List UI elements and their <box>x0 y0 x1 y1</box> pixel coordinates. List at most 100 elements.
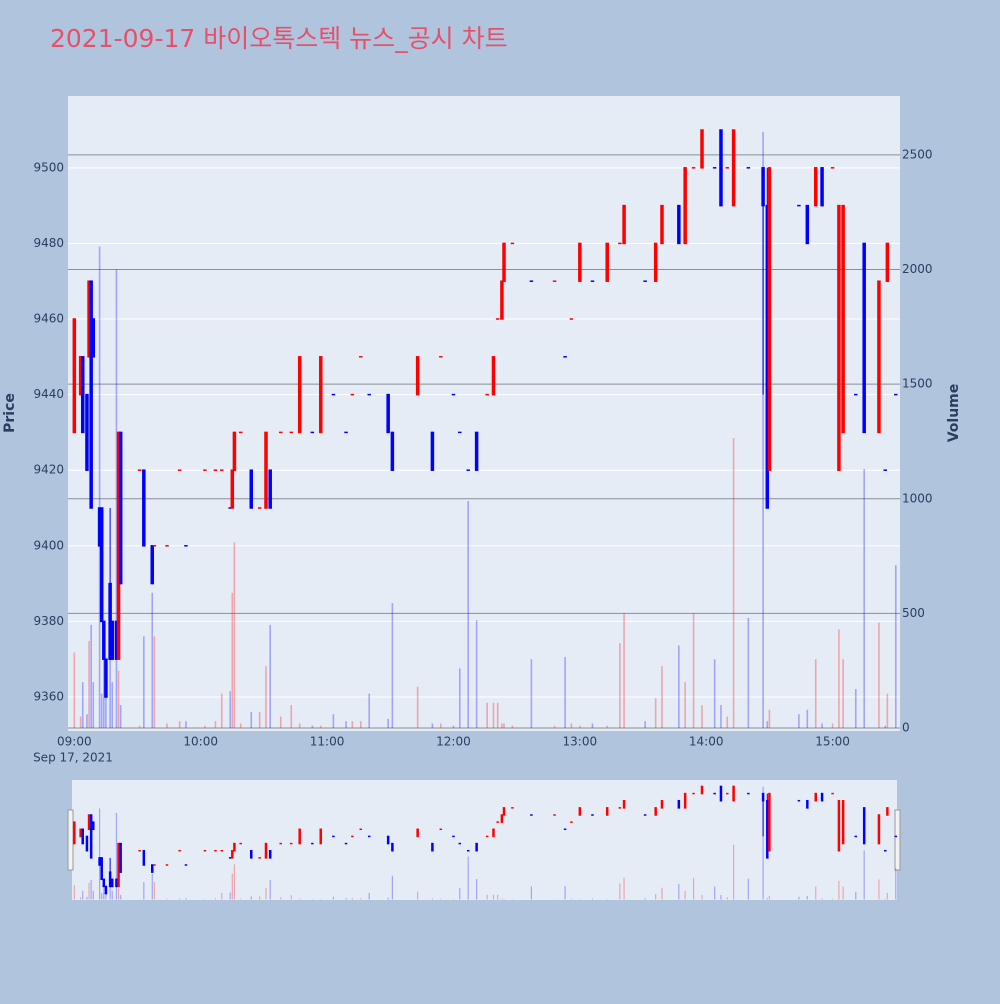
volume-bar <box>554 726 556 728</box>
volume-bar <box>86 714 88 728</box>
candle-body <box>579 807 582 816</box>
volume-bar <box>887 893 888 899</box>
volume-bar <box>701 895 702 899</box>
candle-body <box>606 807 609 816</box>
volume-bar <box>440 899 441 900</box>
volume-bar <box>74 652 76 728</box>
volume-bar <box>112 891 113 900</box>
volume-bar <box>619 643 621 728</box>
candle-body <box>496 318 500 320</box>
candle-body <box>458 432 462 434</box>
candle-body <box>386 394 390 433</box>
volume-bar <box>91 880 92 899</box>
volume-bar <box>655 698 657 728</box>
volume-bar <box>855 689 857 728</box>
volume-bar <box>269 625 271 728</box>
candle-body <box>831 793 834 795</box>
candle-body <box>143 850 146 866</box>
candle-body <box>391 432 395 471</box>
volume-bar <box>154 636 156 728</box>
volume-bar <box>701 705 703 728</box>
volume-bar <box>387 719 389 728</box>
volume-bar <box>417 892 418 900</box>
candle-body <box>119 843 122 873</box>
candle-body <box>269 850 272 859</box>
candle-body <box>89 280 93 508</box>
volume-bar <box>678 884 679 900</box>
volume-bar <box>453 726 455 728</box>
candle-body <box>165 545 169 547</box>
volume-bar <box>720 895 721 899</box>
candle-body <box>100 507 104 622</box>
volume-bar <box>497 895 498 900</box>
candle-body <box>877 280 881 433</box>
candle-body <box>360 829 363 831</box>
candle-body <box>747 793 750 795</box>
candle-body <box>86 836 89 852</box>
volume-bar <box>832 899 833 900</box>
volume-bar <box>179 721 181 728</box>
volume-bar <box>487 895 488 900</box>
candle-body <box>726 793 729 795</box>
volume-bar <box>432 723 434 728</box>
candle-body <box>142 469 146 546</box>
candle-body <box>591 280 595 282</box>
volume-bar <box>678 645 680 728</box>
volume-bar <box>221 694 223 728</box>
y-tick-label: 9500 <box>33 160 64 174</box>
y-tick-label: 9380 <box>33 614 64 628</box>
volume-bar <box>807 896 808 899</box>
candle-body <box>605 243 609 282</box>
candle-body <box>761 167 765 206</box>
candle-body <box>486 836 489 838</box>
volume-bar <box>369 893 370 899</box>
candle-body <box>842 800 845 844</box>
volume-bar <box>111 682 113 728</box>
candle-body <box>332 394 336 396</box>
volume-bar <box>270 880 271 899</box>
candle-body <box>459 843 462 845</box>
candle-body <box>431 432 435 471</box>
range-slider[interactable] <box>72 780 897 900</box>
volume-bar <box>821 899 822 900</box>
candle-body <box>231 469 235 508</box>
volume-bar <box>878 623 880 728</box>
volume-bar <box>232 874 233 900</box>
y2-tick-label: 1500 <box>902 377 933 391</box>
slider-handle[interactable] <box>68 810 73 870</box>
candle-body <box>85 394 89 471</box>
volume-bar <box>352 898 353 899</box>
candle-body <box>185 864 188 866</box>
volume-bar <box>476 879 477 899</box>
candle-body <box>855 836 858 838</box>
volume-bar <box>231 593 233 728</box>
volume-bar <box>99 247 101 728</box>
candle-body <box>578 243 582 282</box>
candle-body <box>203 469 207 471</box>
candle-body <box>683 167 687 244</box>
volume-bar <box>726 717 728 728</box>
y2-tick-label: 2500 <box>902 147 933 161</box>
candle-body <box>153 864 156 866</box>
candle-body <box>332 836 335 838</box>
candle-body <box>553 280 557 282</box>
volume-bar <box>120 895 121 899</box>
candle-body <box>677 205 681 244</box>
candle-body <box>692 793 695 795</box>
candle-body <box>151 545 155 584</box>
candle-body <box>719 129 723 206</box>
candle-body <box>530 814 533 816</box>
candle-body <box>290 432 294 434</box>
volume-bar <box>564 657 566 728</box>
candle-body <box>452 836 455 838</box>
candle-body <box>265 843 268 859</box>
volume-bar <box>299 723 301 728</box>
candle-body <box>178 850 181 852</box>
candle-body <box>884 850 887 852</box>
slider-handle[interactable] <box>895 810 900 870</box>
volume-bar <box>720 705 722 728</box>
volume-bar <box>685 891 686 900</box>
candle-body <box>701 786 704 795</box>
candle-body <box>720 786 723 802</box>
volume-bar <box>93 891 94 900</box>
